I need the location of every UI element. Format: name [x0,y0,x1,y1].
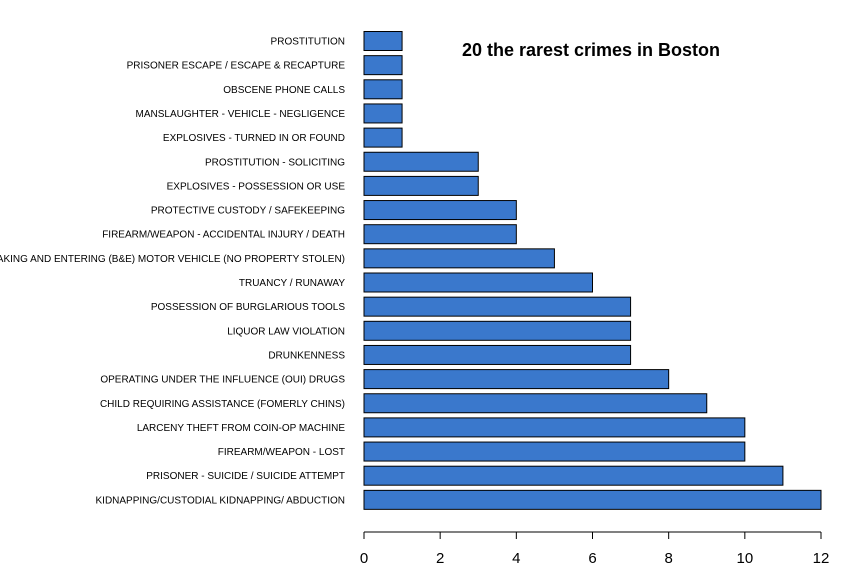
bar [363,441,746,462]
category-label: BREAKING AND ENTERING (B&E) MOTOR VEHICL… [0,254,345,265]
bar [363,200,517,221]
bar [363,369,670,390]
bar [363,320,632,341]
category-label: PRISONER ESCAPE / ESCAPE & RECAPTURE [127,61,346,72]
category-label: LARCENY THEFT FROM COIN-OP MACHINE [137,423,346,434]
category-label: LIQUOR LAW VIOLATION [227,326,345,337]
category-label: PROSTITUTION [271,37,345,48]
bar [363,224,517,245]
x-tick-label: 6 [588,550,596,567]
category-label: PROTECTIVE CUSTODY / SAFEKEEPING [151,206,345,217]
x-tick-label: 10 [736,550,753,567]
category-label: MANSLAUGHTER - VEHICLE - NEGLIGENCE [136,109,346,120]
x-tick-label: 2 [436,550,444,567]
bar [363,465,784,486]
category-label: EXPLOSIVES - TURNED IN OR FOUND [163,133,345,144]
bars-group [363,31,822,510]
chart-title: 20 the rarest crimes in Boston [462,40,720,60]
category-label: DRUNKENNESS [268,350,345,361]
category-label: EXPLOSIVES - POSSESSION OR USE [167,181,346,192]
bar [363,489,822,510]
category-label: OPERATING UNDER THE INFLUENCE (OUI) DRUG… [100,375,345,386]
x-tick-label: 4 [512,550,520,567]
bar [363,31,403,51]
bar [363,175,479,196]
bar [363,103,403,124]
category-label: POSSESSION OF BURGLARIOUS TOOLS [151,302,345,313]
category-label: PRISONER - SUICIDE / SUICIDE ATTEMPT [146,471,345,482]
x-axis: 0 2 4 6 8 10 12 [360,531,830,567]
category-labels: PROSTITUTION PRISONER ESCAPE / ESCAPE & R… [0,37,345,507]
category-label: KIDNAPPING/CUSTODIAL KIDNAPPING/ ABDUCTI… [96,495,346,506]
bar [363,272,593,293]
bar [363,248,555,269]
bar [363,344,632,365]
category-label: FIREARM/WEAPON - LOST [218,447,345,458]
x-tick-label: 8 [664,550,672,567]
category-label: FIREARM/WEAPON - ACCIDENTAL INJURY / DEA… [102,230,345,241]
category-label: OBSCENE PHONE CALLS [223,85,345,96]
bar [363,296,632,317]
category-label: PROSTITUTION - SOLICITING [205,157,345,168]
bar [363,151,479,172]
bar [363,55,403,76]
category-label: TRUANCY / RUNAWAY [239,278,345,289]
bar [363,127,403,148]
x-tick-label: 0 [360,550,368,567]
bar [363,417,746,438]
category-label: CHILD REQUIRING ASSISTANCE (FOMERLY CHIN… [100,399,345,410]
bar [363,393,708,414]
x-tick-label: 12 [813,550,830,567]
bar [363,79,403,100]
